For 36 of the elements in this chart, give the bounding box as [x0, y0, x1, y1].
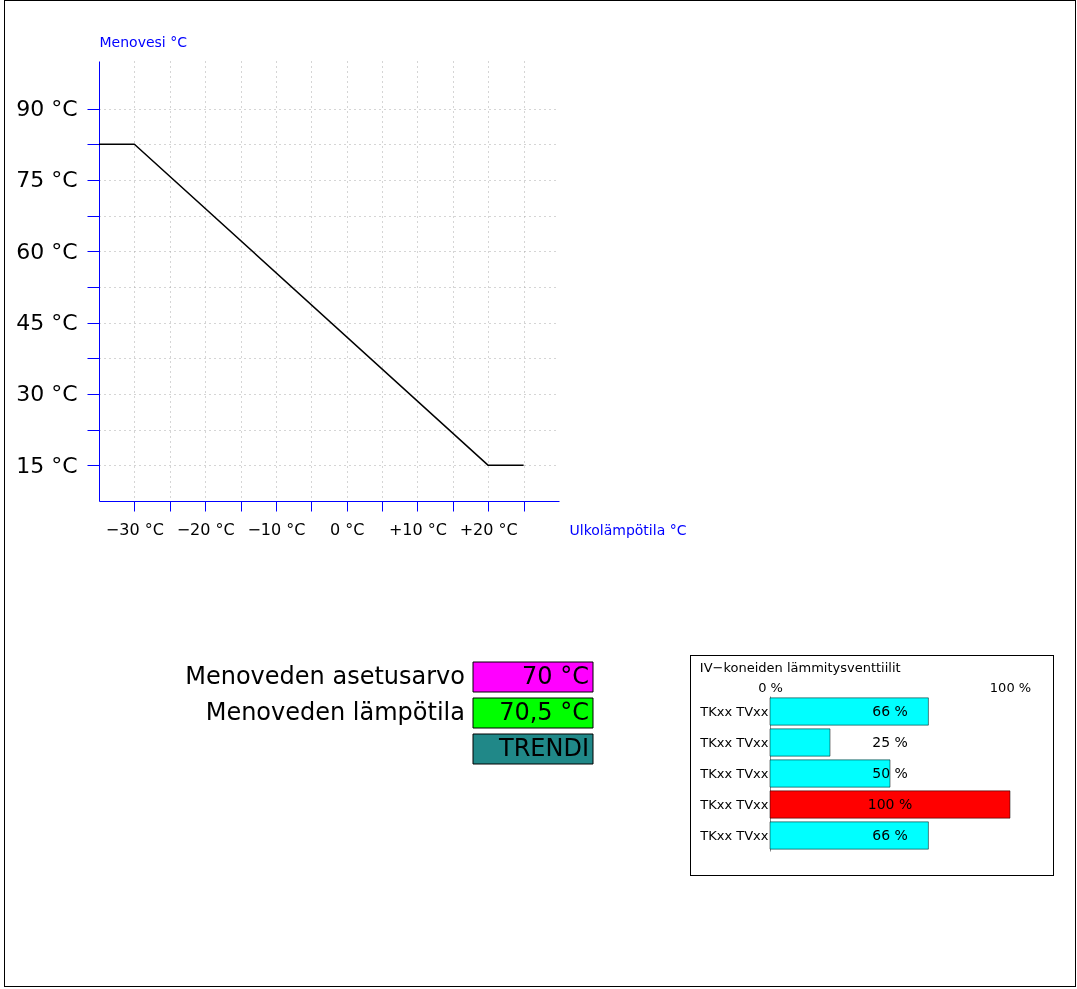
y-tick-label: 45 °C — [16, 310, 78, 336]
y-tick-label: TKxx TVxx — [699, 703, 769, 719]
text: 70 °C — [522, 662, 589, 690]
bar — [769, 697, 929, 726]
y-axis-title: Menovesi °C — [99, 33, 188, 50]
x-tick-label: +20 °C — [459, 519, 518, 539]
data-label: 25 % — [872, 733, 908, 750]
y-tick-label: 60 °C — [16, 238, 78, 264]
y-tick-label: 15 °C — [16, 452, 78, 478]
y-tick-label: 75 °C — [16, 167, 78, 193]
x-tick-label: +10 °C — [388, 519, 447, 539]
y-tick-label: TKxx TVxx — [699, 796, 769, 812]
y-tick-label: TKxx TVxx — [699, 827, 769, 843]
x-tick-label: 0 % — [758, 679, 783, 695]
data-label: 100 % — [867, 795, 913, 812]
bar — [769, 759, 891, 788]
text: Menoveden lämpötila — [205, 698, 465, 726]
x-tick-label: −20 °C — [176, 519, 235, 539]
x-axis-title: Ulkolämpötila °C — [569, 521, 687, 538]
bar — [769, 821, 929, 850]
y-tick-label: TKxx TVxx — [699, 765, 769, 781]
text: TRENDI — [497, 734, 589, 762]
data-label: 66 % — [872, 702, 908, 719]
data-label: 66 % — [872, 826, 908, 843]
text: 70,5 °C — [499, 698, 589, 726]
bar — [769, 728, 831, 757]
y-tick-label: TKxx TVxx — [699, 734, 769, 750]
y-tick-label: 30 °C — [16, 381, 78, 407]
x-tick-label: −10 °C — [247, 519, 306, 539]
bar — [769, 790, 1011, 819]
chart-title: IV−koneiden lämmitysventtiilit — [699, 660, 901, 675]
text: Menoveden asetusarvo — [185, 662, 465, 690]
y-tick-label: 90 °C — [16, 96, 78, 122]
x-tick-label: −30 °C — [105, 519, 164, 539]
data-label: 50 % — [872, 764, 908, 781]
x-tick-label: 0 °C — [329, 519, 365, 539]
